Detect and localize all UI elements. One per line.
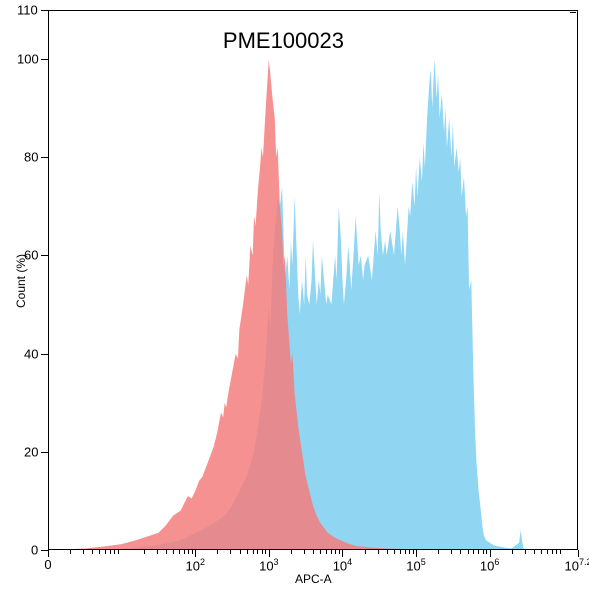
tick bbox=[253, 550, 254, 554]
tick bbox=[409, 550, 410, 554]
tick bbox=[483, 550, 484, 554]
tick bbox=[541, 550, 542, 554]
tick bbox=[291, 550, 292, 554]
tick bbox=[41, 59, 48, 60]
tick bbox=[486, 550, 487, 554]
tick bbox=[41, 10, 48, 11]
tick bbox=[41, 157, 48, 158]
tick bbox=[262, 550, 263, 554]
x-tick-label: 103 bbox=[259, 557, 278, 573]
tick bbox=[110, 550, 111, 554]
tick bbox=[173, 550, 174, 554]
tick bbox=[556, 550, 557, 554]
tick bbox=[560, 550, 561, 554]
tick bbox=[41, 452, 48, 453]
tick bbox=[157, 550, 158, 554]
tick bbox=[257, 550, 258, 554]
tick bbox=[247, 550, 248, 554]
tick bbox=[451, 550, 452, 554]
x-tick-label: 105 bbox=[406, 557, 425, 573]
tick bbox=[416, 550, 417, 557]
tick bbox=[41, 550, 48, 551]
tick bbox=[188, 550, 189, 554]
tick bbox=[534, 550, 535, 554]
tick bbox=[269, 550, 270, 557]
tick bbox=[438, 550, 439, 554]
tick bbox=[552, 550, 553, 554]
tick bbox=[400, 550, 401, 554]
y-tick-label: 40 bbox=[24, 346, 38, 361]
x-tick-label: 104 bbox=[333, 557, 352, 573]
series-sample bbox=[48, 59, 578, 550]
x-axis-label: APC-A bbox=[295, 572, 332, 586]
chart-title: PME100023 bbox=[223, 28, 344, 54]
x-tick-label: 106 bbox=[480, 557, 499, 573]
tick bbox=[114, 550, 115, 554]
tick bbox=[184, 550, 185, 554]
y-tick-label: 100 bbox=[17, 52, 39, 67]
tick bbox=[240, 550, 241, 554]
tick bbox=[144, 550, 145, 554]
tick bbox=[48, 550, 49, 557]
tick bbox=[478, 550, 479, 554]
tick bbox=[99, 550, 100, 554]
tick bbox=[192, 550, 193, 554]
tick bbox=[41, 255, 48, 256]
y-tick-label: 80 bbox=[24, 150, 38, 165]
tick bbox=[473, 550, 474, 554]
tick bbox=[217, 550, 218, 554]
tick bbox=[41, 354, 48, 355]
tick bbox=[378, 550, 379, 554]
tick bbox=[92, 550, 93, 554]
tick bbox=[342, 550, 343, 557]
x-tick-label: 102 bbox=[185, 557, 204, 573]
tick bbox=[265, 550, 266, 554]
tick bbox=[70, 550, 71, 554]
histogram-svg bbox=[0, 0, 589, 591]
tick bbox=[525, 550, 526, 554]
tick bbox=[83, 550, 84, 554]
tick bbox=[339, 550, 340, 554]
tick bbox=[313, 550, 314, 554]
tick bbox=[570, 12, 576, 13]
tick bbox=[468, 550, 469, 554]
tick bbox=[179, 550, 180, 554]
y-tick-label: 20 bbox=[24, 444, 38, 459]
tick bbox=[405, 550, 406, 554]
tick bbox=[387, 550, 388, 554]
y-tick-label: 0 bbox=[31, 543, 38, 558]
tick bbox=[105, 550, 106, 554]
tick bbox=[547, 550, 548, 554]
tick bbox=[326, 550, 327, 554]
y-tick-label: 60 bbox=[24, 248, 38, 263]
tick bbox=[413, 550, 414, 554]
x-tick-label: 107.2 bbox=[565, 557, 589, 573]
tick bbox=[460, 550, 461, 554]
tick bbox=[512, 550, 513, 554]
tick bbox=[118, 550, 119, 554]
tick bbox=[320, 550, 321, 554]
x-tick-label: 0 bbox=[44, 557, 51, 572]
y-tick-label: 110 bbox=[17, 3, 38, 18]
tick bbox=[365, 550, 366, 554]
tick bbox=[230, 550, 231, 554]
tick bbox=[166, 550, 167, 554]
tick bbox=[394, 550, 395, 554]
tick bbox=[304, 550, 305, 554]
tick bbox=[490, 550, 491, 557]
tick bbox=[195, 550, 196, 557]
tick bbox=[331, 550, 332, 554]
tick bbox=[578, 550, 579, 557]
tick bbox=[335, 550, 336, 554]
